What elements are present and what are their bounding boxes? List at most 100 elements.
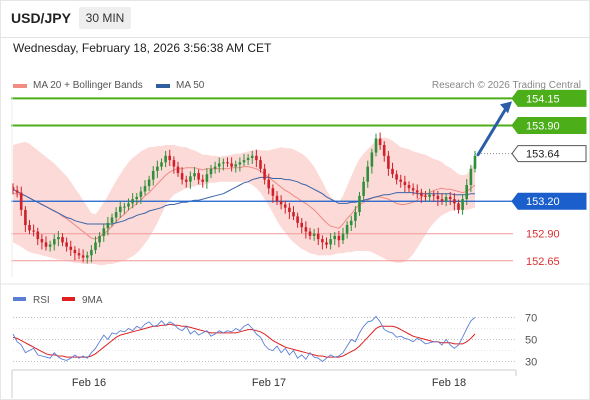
bollinger-band-area (13, 137, 475, 266)
candle-body (24, 209, 27, 226)
candle-body (395, 174, 398, 180)
header-bar: USD/JPY 30 MIN (0, 0, 590, 38)
candle-body (230, 163, 233, 167)
rsi-tick-label-30: 30 (525, 357, 537, 369)
candle-body (263, 168, 266, 180)
candle-body (222, 162, 225, 164)
candle-body (184, 179, 188, 182)
candle-body (428, 194, 431, 197)
candle-body (119, 206, 122, 212)
candle-body (127, 203, 130, 207)
candle-body (279, 201, 283, 205)
candle-body (465, 185, 468, 200)
candle-body (275, 195, 279, 202)
candle-body (403, 181, 407, 185)
candle-body (304, 227, 308, 232)
level-tag (511, 145, 587, 163)
legend-label: MA 50 (176, 80, 205, 91)
x-tick-label-1: Feb 17 (252, 377, 286, 389)
candle-body (246, 157, 250, 161)
candle-body (81, 255, 85, 258)
ma50-legend-swatch (156, 84, 170, 88)
candle-body (316, 233, 320, 240)
candle-body (349, 220, 353, 225)
candle-body (193, 173, 196, 177)
candle-body (123, 206, 126, 208)
candle-body (370, 152, 374, 167)
candle-body (77, 253, 81, 256)
x-tick-label-2: Feb 18 (432, 377, 466, 389)
level-label-152.90: 152.90 (526, 229, 560, 241)
candle-body (312, 233, 316, 236)
rsi-legend-swatch-9MA (62, 297, 75, 301)
candle-body (172, 160, 176, 167)
candle-body (57, 237, 60, 240)
candle-body (461, 199, 464, 210)
candle-body (411, 188, 415, 191)
candle-body (374, 138, 378, 153)
candle-body (325, 242, 328, 245)
level-label-153.64: 153.64 (511, 145, 587, 163)
forecast-arrow-head (500, 101, 512, 114)
candle-body (98, 235, 101, 243)
candle-body (114, 212, 118, 218)
candle-body (205, 174, 209, 182)
candle-body (345, 225, 349, 234)
candle-body (366, 166, 369, 182)
rsi-legend-label-RSI: RSI (33, 295, 50, 306)
candle-body (337, 235, 341, 241)
candle-body (321, 239, 324, 243)
candle-body (250, 155, 254, 158)
candle-body (292, 212, 295, 217)
candle-body (341, 233, 345, 241)
candle-body (271, 188, 275, 196)
candle-body (156, 166, 159, 171)
candle-body (259, 160, 262, 169)
level-label-153.20: 153.20 (511, 192, 587, 210)
rsi-tick-label-50: 50 (525, 335, 537, 347)
level-tag-text: 153.90 (526, 120, 560, 132)
candle-body (267, 179, 270, 189)
candle-body (473, 155, 477, 169)
candle-body (40, 239, 44, 243)
candle-body (36, 231, 40, 240)
candle-body (308, 231, 312, 236)
candle-body (453, 199, 456, 204)
candle-body (164, 155, 167, 163)
candle-body (329, 239, 332, 245)
level-tag-text: 153.64 (526, 149, 560, 161)
candle-body (469, 168, 473, 185)
candle-body (217, 163, 221, 167)
candle-body (32, 230, 35, 232)
candles (11, 132, 477, 264)
candle-body (362, 181, 365, 196)
candle-body (11, 187, 15, 191)
level-tag (511, 192, 587, 210)
candle-body (65, 242, 68, 247)
candle-body (234, 164, 237, 167)
candle-body (19, 192, 23, 210)
candle-body (48, 244, 52, 247)
candle-body (354, 212, 357, 221)
candle-body (213, 166, 217, 169)
candle-body (160, 162, 163, 167)
rsi-series (12, 315, 476, 363)
timeframe-selector[interactable]: 30 MIN (79, 7, 131, 29)
candle-body (69, 246, 73, 250)
candle-body (180, 173, 184, 180)
candle-body (197, 173, 200, 180)
symbol-title: USD/JPY (11, 10, 71, 26)
candle-body (151, 170, 155, 180)
candle-body (176, 166, 180, 174)
candle-body (420, 192, 423, 196)
candle-body (440, 199, 444, 202)
candle-body (86, 255, 89, 258)
candle-body (415, 190, 419, 193)
ma20-line (13, 166, 476, 240)
candle-body (457, 203, 460, 210)
level-tag-text: 153.20 (526, 196, 560, 208)
candle-body (61, 237, 64, 243)
level-tag-text: 154.15 (526, 93, 560, 105)
rsi-line (12, 315, 476, 363)
